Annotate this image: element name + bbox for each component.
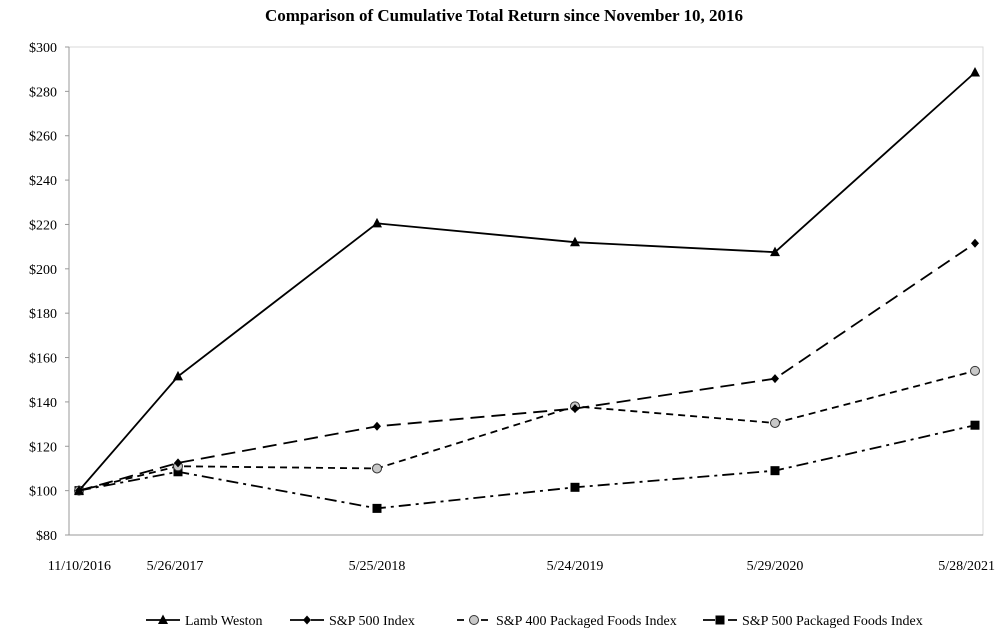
legend-item: S&P 500 Index xyxy=(290,614,415,629)
data-point xyxy=(570,236,580,247)
x-tick-label: 11/10/2016 xyxy=(48,559,111,574)
data-point xyxy=(372,503,382,513)
legend-label: S&P 500 Packaged Foods Index xyxy=(742,614,923,629)
plot-area-border xyxy=(68,46,984,536)
data-point xyxy=(970,67,980,77)
data-point xyxy=(373,421,381,431)
series-s-p-400-packaged-foods-index xyxy=(74,365,980,496)
x-tick-label: 5/28/2021 xyxy=(938,559,995,574)
data-point xyxy=(771,374,779,384)
legend-label: Lamb Weston xyxy=(185,614,263,629)
chart-title: Comparison of Cumulative Total Return si… xyxy=(264,6,744,25)
data-point xyxy=(74,485,84,495)
series-lamb-weston xyxy=(74,67,980,495)
data-point xyxy=(770,246,780,257)
series-line xyxy=(78,242,976,492)
y-tick-label: $160 xyxy=(29,352,57,367)
data-point xyxy=(173,370,183,381)
x-tick-label: 5/25/2018 xyxy=(349,559,406,574)
y-tick-label: $240 xyxy=(29,174,57,189)
legend-marker xyxy=(469,615,479,625)
data-point xyxy=(173,467,183,477)
legend-label: S&P 400 Packaged Foods Index xyxy=(496,614,677,629)
series-line xyxy=(78,424,976,510)
legend-marker xyxy=(303,615,311,625)
data-point xyxy=(970,365,980,376)
legend: Lamb Weston S&P 500 Index S&P 400 Packaged… xyxy=(146,614,923,629)
series-line xyxy=(78,71,976,492)
series-s-p-500-index xyxy=(75,238,979,496)
data-point xyxy=(570,482,580,492)
y-tick-label: $80 xyxy=(36,529,57,544)
series-layer xyxy=(74,67,980,513)
data-point xyxy=(970,420,980,430)
data-point xyxy=(770,417,780,428)
y-tick-label: $300 xyxy=(29,41,57,56)
y-tick-label: $260 xyxy=(29,130,57,145)
y-tick-label: $120 xyxy=(29,440,57,455)
y-tick-label: $200 xyxy=(29,263,57,278)
data-point xyxy=(174,458,182,468)
data-point xyxy=(372,217,382,228)
data-point xyxy=(971,238,979,248)
x-tick-label: 5/26/2017 xyxy=(147,559,204,574)
series-line xyxy=(78,369,976,492)
data-point xyxy=(571,404,579,414)
legend-label: S&P 500 Index xyxy=(329,614,415,629)
x-axis: 11/10/2016 5/26/2017 5/25/2018 5/24/2019 5/2… xyxy=(48,559,995,574)
y-tick-label: $180 xyxy=(29,307,57,322)
legend-item: S&P 500 Packaged Foods Index xyxy=(703,614,923,629)
data-point xyxy=(372,463,382,474)
y-tick-label: $220 xyxy=(29,218,57,233)
y-tick-label: $140 xyxy=(29,396,57,411)
legend-marker xyxy=(158,614,168,624)
y-axis: $80 $100 $120 $140 $160 $180 $200 $220 $240 $260 $… xyxy=(29,41,69,544)
legend-item: S&P 400 Packaged Foods Index xyxy=(457,614,677,629)
x-tick-label: 5/29/2020 xyxy=(747,559,804,574)
legend-marker xyxy=(715,615,725,625)
y-tick-label: $100 xyxy=(29,485,57,500)
y-tick-label: $280 xyxy=(29,85,57,100)
x-tick-label: 5/24/2019 xyxy=(547,559,604,574)
data-point xyxy=(770,466,780,476)
legend-item: Lamb Weston xyxy=(146,614,263,629)
